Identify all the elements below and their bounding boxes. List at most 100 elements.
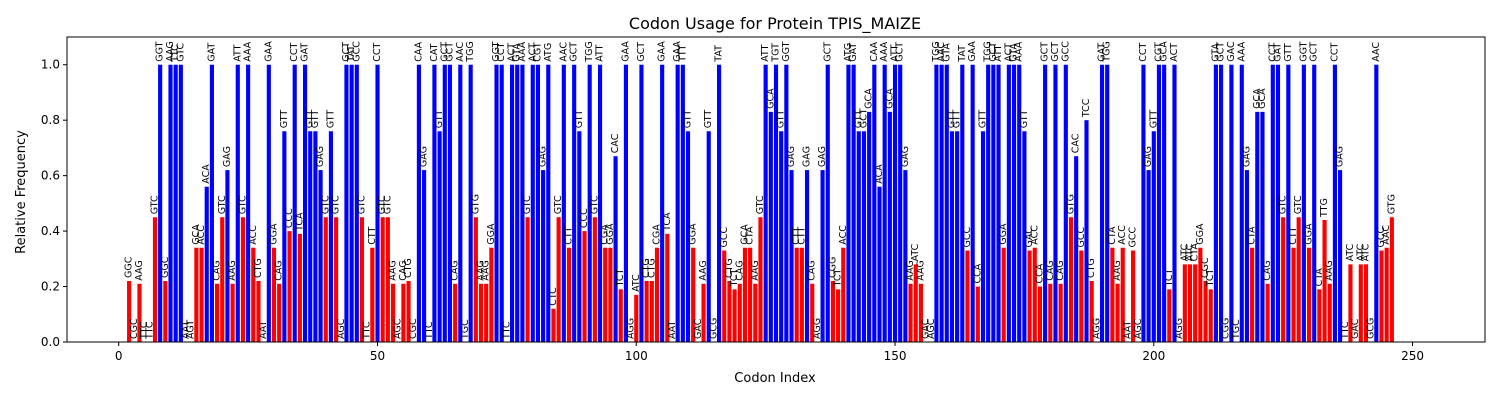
bar-label-codon-72: GGA — [486, 223, 497, 245]
bar-codon-59 — [422, 170, 427, 342]
bar-label-codon-86: AAC — [558, 42, 569, 62]
bar-label-codon-127: TGT — [771, 43, 782, 63]
bar-label-codon-194: ACC — [1117, 225, 1128, 245]
bar-label-codon-113: AAG — [698, 260, 709, 280]
bar-codon-187 — [1084, 120, 1089, 343]
bar-codon-131 — [794, 247, 799, 342]
bar-codon-220 — [1255, 111, 1260, 342]
y-tick-label-3: 0.6 — [41, 169, 60, 183]
bar-label-codon-71: AAG — [481, 260, 492, 280]
bar-label-codon-54: AGC — [393, 318, 404, 339]
bar-label-codon-232: CTA — [1314, 268, 1325, 287]
bar-label-codon-202: GCA — [1159, 41, 1170, 62]
bar-codon-215 — [1229, 64, 1234, 342]
bar-label-codon-237: TTC — [1340, 321, 1351, 340]
bar-label-codon-151: GCT — [895, 42, 906, 62]
bar-label-codon-53: AAG — [388, 260, 399, 280]
bar-label-codon-197: AGC — [1133, 318, 1144, 339]
bar-label-codon-245: AAC — [1381, 225, 1392, 245]
bar-codon-140 — [841, 247, 846, 342]
bar-label-codon-173: GTA — [1009, 43, 1020, 62]
bar-codon-31 — [277, 283, 282, 342]
bar-codon-176 — [1027, 250, 1032, 342]
bar-codon-129 — [784, 64, 789, 342]
bar-codon-211 — [1208, 289, 1213, 342]
bar-label-codon-193: AAG — [1112, 260, 1123, 280]
bar-label-codon-106: TCA — [662, 212, 673, 232]
bar-codon-232 — [1317, 289, 1322, 342]
x-tick-label-100: 100 — [625, 349, 648, 363]
bar-codon-180 — [1048, 283, 1053, 342]
bar-codon-109 — [680, 64, 685, 342]
bar-codon-186 — [1079, 250, 1084, 342]
bar-label-codon-207: ATC — [1185, 243, 1196, 261]
bar-codon-125 — [763, 64, 768, 342]
bar-label-codon-105: GAA — [657, 41, 668, 62]
bar-codon-25 — [246, 64, 251, 342]
bar-label-codon-116: TAT — [714, 45, 725, 63]
x-tick-label-200: 200 — [1142, 349, 1165, 363]
bar-codon-20 — [220, 217, 225, 342]
bar-label-codon-39: GAG — [315, 146, 326, 167]
bar-label-codon-40: GTC — [320, 195, 331, 214]
bar-codon-182 — [1058, 283, 1063, 342]
bar-codon-96 — [613, 156, 618, 342]
bar-codon-229 — [1301, 64, 1306, 342]
bar-label-codon-190: GAT — [1097, 43, 1108, 62]
bar-label-codon-240: ATC — [1355, 243, 1366, 261]
bar-codon-155 — [918, 283, 923, 342]
bar-codon-163 — [960, 64, 965, 342]
bar-label-codon-140: ACC — [838, 225, 849, 245]
bar-label-codon-22: AAG — [227, 260, 238, 280]
bar-label-codon-68: TGG — [465, 41, 476, 63]
bar-codon-68 — [468, 64, 473, 342]
bar-codon-198 — [1141, 64, 1146, 342]
bar-label-codon-51: GTC — [377, 195, 388, 214]
bar-label-codon-100: ATC — [631, 274, 642, 292]
bar-codon-64 — [447, 64, 453, 342]
bar-label-codon-49: CTT — [367, 226, 378, 244]
bar-codon-46 — [354, 64, 359, 342]
bar-label-codon-133: GAG — [802, 146, 813, 167]
bar-label-codon-108: GAA — [672, 41, 683, 62]
bar-codon-80 — [530, 64, 535, 342]
bar-label-codon-206: ATC — [1179, 243, 1190, 261]
bar-codon-88 — [572, 64, 577, 342]
bar-label-codon-182: CAG — [1055, 260, 1066, 280]
bar-codon-234 — [1327, 283, 1332, 342]
bar-codon-103 — [649, 281, 654, 342]
bar-label-codon-89: GTT — [574, 110, 585, 129]
bar-codon-207 — [1187, 264, 1193, 342]
bar-label-codon-226: GTT — [1283, 43, 1294, 62]
bar-codon-77 — [515, 64, 520, 342]
bar-label-codon-60: TTC — [424, 321, 435, 340]
bar-codon-83 — [546, 64, 551, 342]
bar-codon-4 — [137, 283, 142, 342]
bar-codon-120 — [737, 283, 742, 342]
bar-label-codon-192: CTA — [1107, 226, 1118, 245]
bar-label-codon-137: GCT — [822, 42, 833, 62]
bar-label-codon-92: GTC — [589, 195, 600, 214]
bar-codon-89 — [577, 131, 582, 342]
bar-codon-231 — [1312, 64, 1317, 342]
bar-label-codon-134: CAG — [807, 260, 818, 280]
bar-codon-151 — [898, 64, 903, 342]
bar-label-codon-57: CGC — [408, 318, 419, 339]
bar-label-codon-48: TTC — [362, 321, 373, 340]
bar-label-codon-85: GTC — [553, 195, 564, 214]
bar-codon-19 — [215, 283, 220, 342]
bar-label-codon-14: AGT — [186, 320, 197, 339]
y-tick-label-2: 0.4 — [41, 224, 60, 238]
bar-label-codon-195: AAT — [1122, 320, 1133, 339]
bar-label-codon-25: AAA — [243, 41, 254, 62]
bar-label-codon-217: AAA — [1236, 41, 1247, 62]
bar-codon-213 — [1219, 64, 1224, 342]
bar-label-codon-164: GCC — [962, 227, 973, 248]
bar-label-codon-179: GCT — [1040, 42, 1051, 62]
bar-label-codon-131: CTT — [791, 226, 802, 244]
bar-codon-93 — [597, 64, 603, 342]
bar-labels-layer: GGCCGCAAGTTCTTCGTCGGTGGCAAGTTCGTCAATAGTG… — [124, 41, 1398, 340]
bar-label-codon-219: CTA — [1247, 226, 1258, 245]
bar-label-codon-43: AGC — [336, 318, 347, 339]
